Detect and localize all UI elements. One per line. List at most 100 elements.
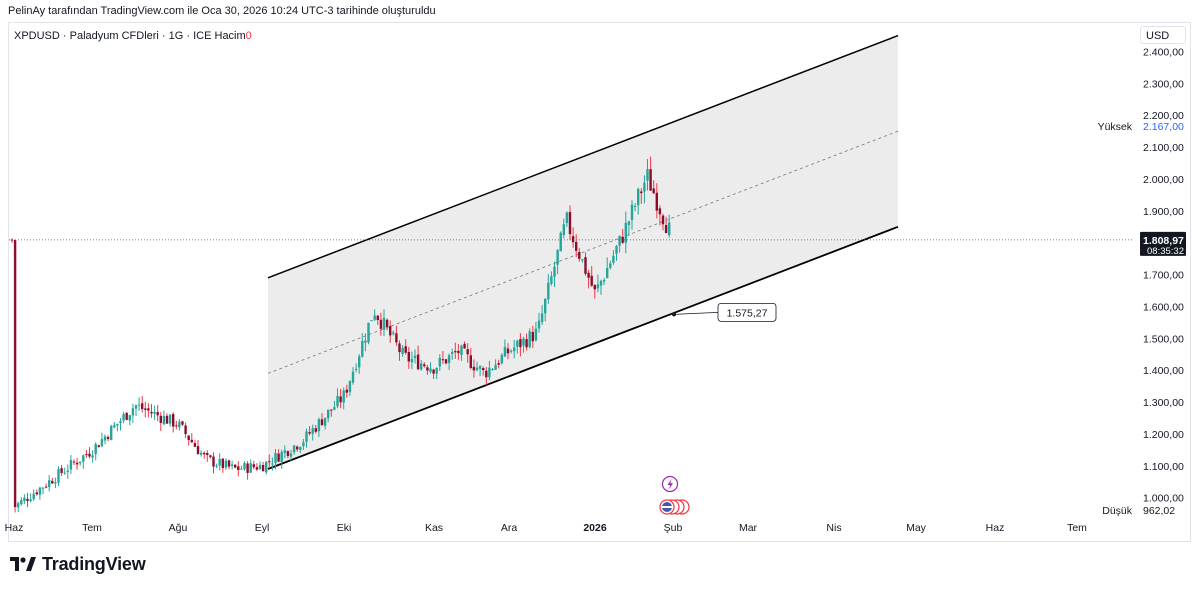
candle-body[interactable] bbox=[609, 263, 612, 268]
candle-body[interactable] bbox=[125, 412, 128, 420]
candle-body[interactable] bbox=[88, 453, 91, 457]
candle-body[interactable] bbox=[466, 349, 469, 355]
candle-body[interactable] bbox=[134, 405, 138, 409]
channel-lower-line[interactable] bbox=[267, 225, 899, 470]
candle-body[interactable] bbox=[113, 425, 116, 428]
candle-body[interactable] bbox=[305, 431, 308, 442]
candle-body[interactable] bbox=[274, 453, 277, 463]
candle-body[interactable] bbox=[528, 331, 531, 348]
candle-body[interactable] bbox=[153, 411, 156, 414]
candle-body[interactable] bbox=[320, 419, 324, 426]
candle-body[interactable] bbox=[252, 464, 255, 468]
candle-body[interactable] bbox=[57, 469, 60, 483]
symbol-legend[interactable]: XPDUSD · Paladyum CFDleri · 1G · ICE Hac… bbox=[14, 30, 252, 42]
candle-body[interactable] bbox=[668, 222, 671, 236]
candle-body[interactable] bbox=[137, 404, 141, 406]
candle-body[interactable] bbox=[547, 282, 550, 300]
candle-body[interactable] bbox=[494, 364, 497, 370]
candle-body[interactable] bbox=[562, 224, 565, 236]
candle-body[interactable] bbox=[370, 320, 373, 322]
candle-body[interactable] bbox=[544, 298, 547, 314]
candle-body[interactable] bbox=[336, 396, 339, 407]
candle-body[interactable] bbox=[361, 340, 364, 357]
candle-body[interactable] bbox=[463, 343, 466, 349]
candle-body[interactable] bbox=[243, 463, 246, 470]
candle-body[interactable] bbox=[485, 370, 488, 378]
candle-body[interactable] bbox=[627, 221, 631, 225]
candle-body[interactable] bbox=[469, 355, 472, 369]
candle-body[interactable] bbox=[48, 480, 51, 487]
candle-body[interactable] bbox=[351, 371, 355, 383]
candle-body[interactable] bbox=[286, 451, 290, 456]
candle-body[interactable] bbox=[162, 415, 166, 425]
candle-body[interactable] bbox=[218, 458, 221, 466]
candle-body[interactable] bbox=[420, 363, 423, 370]
candle-body[interactable] bbox=[413, 355, 417, 359]
candle-body[interactable] bbox=[584, 257, 587, 274]
candle-body[interactable] bbox=[184, 425, 187, 435]
candle-body[interactable] bbox=[429, 368, 432, 372]
candle-body[interactable] bbox=[147, 408, 150, 411]
candle-body[interactable] bbox=[150, 411, 153, 414]
candle-body[interactable] bbox=[221, 458, 224, 468]
candle-body[interactable] bbox=[398, 343, 401, 353]
candle-body[interactable] bbox=[302, 442, 305, 447]
candle-body[interactable] bbox=[35, 492, 38, 495]
candle-body[interactable] bbox=[571, 236, 575, 243]
candle-body[interactable] bbox=[116, 423, 119, 426]
candle-body[interactable] bbox=[261, 465, 265, 472]
candle-body[interactable] bbox=[215, 465, 218, 467]
candle-body[interactable] bbox=[181, 421, 184, 425]
candle-body[interactable] bbox=[354, 368, 358, 371]
candle-body[interactable] bbox=[190, 439, 193, 443]
candle-body[interactable] bbox=[224, 460, 228, 468]
candle-body[interactable] bbox=[63, 472, 66, 474]
candle-body[interactable] bbox=[54, 482, 57, 484]
candle-body[interactable] bbox=[454, 351, 457, 353]
candle-body[interactable] bbox=[283, 450, 286, 453]
candle-body[interactable] bbox=[237, 466, 240, 471]
candle-body[interactable] bbox=[175, 425, 178, 427]
candle-body[interactable] bbox=[122, 414, 125, 421]
candle-body[interactable] bbox=[522, 338, 525, 346]
candle-body[interactable] bbox=[633, 205, 637, 207]
candle-body[interactable] bbox=[426, 367, 429, 371]
candle-body[interactable] bbox=[460, 345, 463, 355]
candle-body[interactable] bbox=[615, 246, 618, 254]
candle-body[interactable] bbox=[82, 455, 85, 462]
candle-body[interactable] bbox=[103, 436, 107, 441]
candle-body[interactable] bbox=[209, 455, 212, 458]
candle-body[interactable] bbox=[97, 445, 100, 448]
candle-body[interactable] bbox=[91, 455, 94, 458]
candle-body[interactable] bbox=[559, 232, 562, 252]
callout-box[interactable] bbox=[717, 302, 777, 322]
candle-body[interactable] bbox=[106, 436, 110, 440]
candle-body[interactable] bbox=[509, 350, 513, 352]
candle-body[interactable] bbox=[280, 451, 283, 462]
candle-body[interactable] bbox=[240, 468, 243, 470]
candle-body[interactable] bbox=[94, 443, 97, 455]
candle-body[interactable] bbox=[401, 347, 404, 354]
candle-body[interactable] bbox=[525, 339, 528, 348]
candle-body[interactable] bbox=[296, 446, 299, 450]
candle-body[interactable] bbox=[128, 415, 131, 421]
candle-body[interactable] bbox=[376, 315, 379, 321]
candle-body[interactable] bbox=[203, 452, 206, 455]
candle-body[interactable] bbox=[451, 351, 454, 354]
candle-body[interactable] bbox=[540, 313, 544, 322]
candle-body[interactable] bbox=[404, 346, 407, 353]
candle-body[interactable] bbox=[587, 272, 590, 278]
candle-body[interactable] bbox=[168, 414, 172, 424]
candle-body[interactable] bbox=[590, 275, 593, 286]
candle-body[interactable] bbox=[249, 463, 252, 473]
candle-body[interactable] bbox=[392, 332, 395, 334]
candle-body[interactable] bbox=[51, 480, 54, 484]
candle-body[interactable] bbox=[348, 381, 352, 393]
candle-body[interactable] bbox=[17, 503, 20, 508]
candle-body[interactable] bbox=[358, 356, 361, 368]
candle-body[interactable] bbox=[497, 363, 500, 365]
candle-body[interactable] bbox=[23, 497, 26, 502]
candle-body[interactable] bbox=[339, 396, 342, 403]
candle-body[interactable] bbox=[193, 443, 197, 447]
